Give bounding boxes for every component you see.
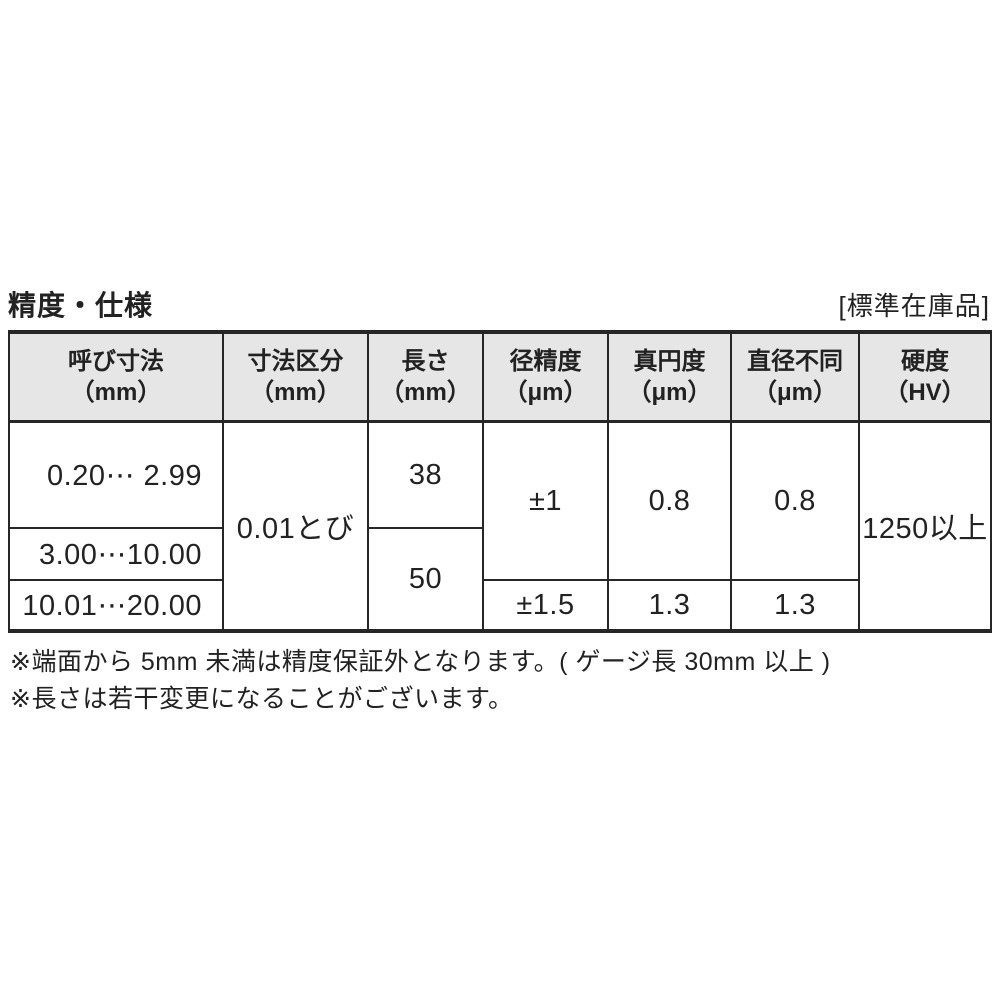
footnote-line: ※長さは若干変更になることがございます。 (10, 685, 514, 713)
header-hardness: 硬度 （HV） (860, 334, 990, 423)
hardness-cell: 1250以上 (862, 513, 988, 545)
nominal-size-cell-2: 3.00⋯10.00 (10, 529, 224, 581)
roundness-cell-2: 1.3 (609, 581, 732, 629)
header-name: 径精度 (509, 348, 582, 375)
stock-status-label: [標準在庫品] (838, 291, 990, 321)
header-name: 直径不同 (747, 348, 843, 375)
header-unit: （μm） (752, 379, 838, 406)
header-name: 硬度 (901, 348, 949, 375)
nominal-size-cell-3: 10.01⋯20.00 (10, 581, 224, 629)
header-size-division: 寸法区分 （mm） (224, 334, 369, 423)
header-unit: （mm） (380, 379, 471, 406)
diameter-variation-cell-1: 0.8 (732, 423, 860, 581)
header-unit: （μm） (503, 379, 588, 406)
header-roundness: 真円度 （μm） (609, 334, 732, 423)
footnote-line: ※端面から 5mm 未満は精度保証外となります。( ゲージ長 30mm 以上 ) (10, 648, 831, 676)
page-title: 精度・仕様 (8, 290, 154, 321)
header-unit: （mm） (70, 379, 162, 406)
header-diameter-variation: 直径不同 （μm） (732, 334, 860, 423)
header-name: 真円度 (633, 348, 706, 375)
length-cell-38: 38 (369, 423, 484, 529)
header-name: 寸法区分 (247, 348, 344, 375)
diameter-accuracy-cell-1: ±1 (484, 423, 609, 581)
diameter-variation-cell-2: 1.3 (732, 581, 860, 629)
size-division-cell: 0.01とび (224, 423, 369, 629)
header-unit: （μm） (627, 379, 712, 406)
spec-table: 呼び寸法 （mm） 寸法区分 （mm） 長さ （mm） 径精度 （μm） 真円度… (8, 330, 992, 633)
header-name: 長さ (401, 348, 450, 375)
length-cell-50: 50 (369, 529, 484, 629)
header-unit: （mm） (250, 379, 341, 406)
header-name: 呼び寸法 (68, 348, 164, 375)
nominal-size-cell-1: 0.20⋯ 2.99 (10, 423, 224, 529)
header-diameter-accuracy: 径精度 （μm） (484, 334, 609, 423)
header-length: 長さ （mm） (369, 334, 484, 423)
diameter-accuracy-cell-2: ±1.5 (484, 581, 609, 629)
footnotes: ※端面から 5mm 未満は精度保証外となります。( ゲージ長 30mm 以上 )… (10, 644, 831, 718)
header-nominal-size: 呼び寸法 （mm） (10, 334, 224, 423)
roundness-cell-1: 0.8 (609, 423, 732, 581)
header-unit: （HV） (884, 379, 966, 406)
